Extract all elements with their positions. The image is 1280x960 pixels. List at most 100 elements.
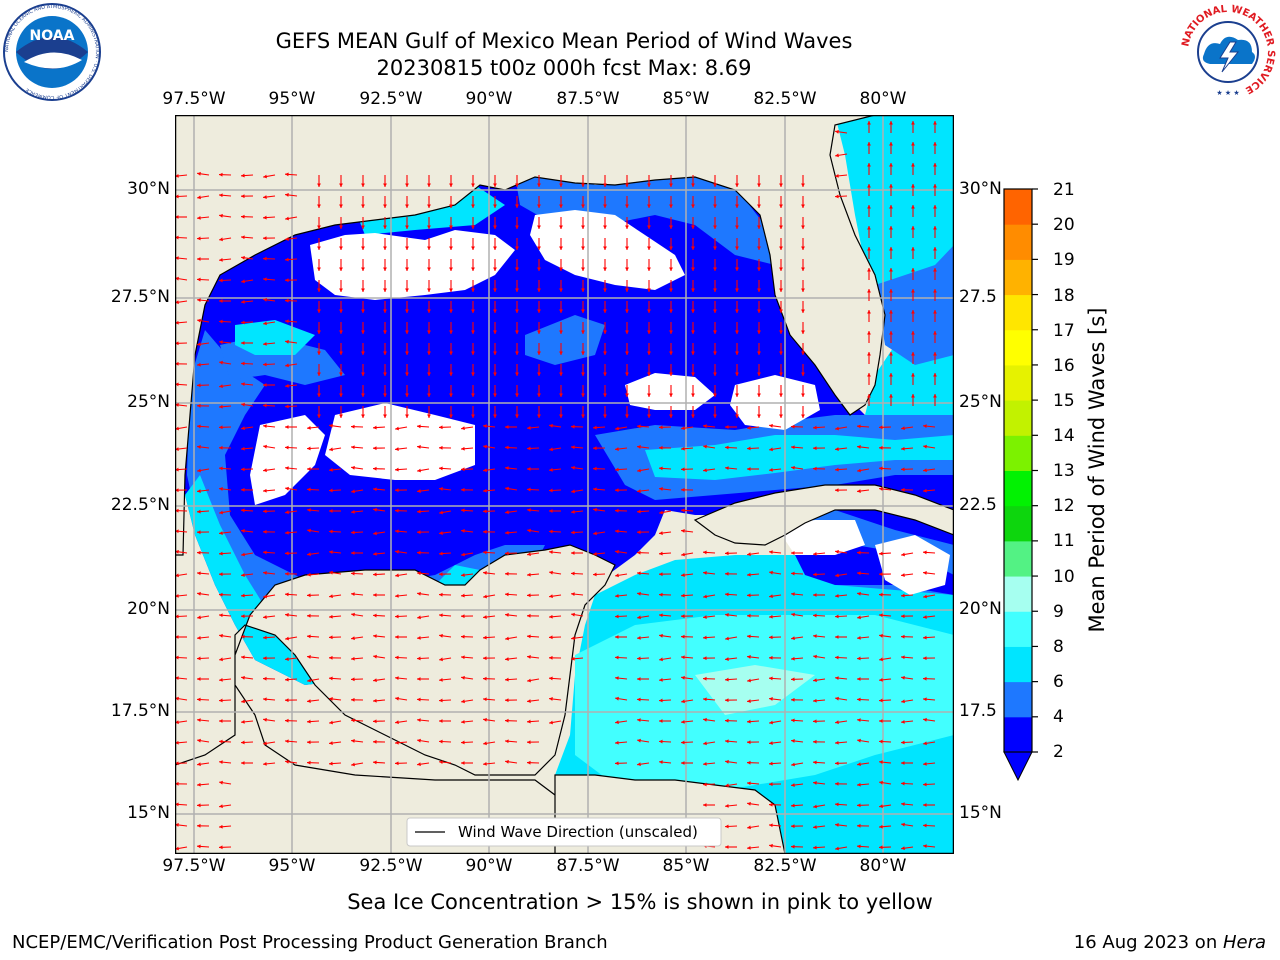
wind-wave-arrow-head [835, 593, 839, 598]
wind-wave-arrow-head [351, 697, 355, 702]
wind-wave-arrow-head [361, 288, 365, 292]
wind-wave-arrow-head [505, 571, 509, 576]
wind-wave-arrow-head [175, 508, 179, 513]
wind-wave-arrow-head [493, 414, 497, 418]
wind-wave-arrow-head [691, 372, 695, 376]
wind-wave-arrow-head [889, 205, 893, 209]
wind-wave-arrow-head [395, 635, 399, 639]
wind-wave-arrow-head [681, 552, 685, 557]
wind-wave-arrow-head [669, 393, 673, 397]
wind-wave-arrow-head [779, 204, 783, 208]
colorbar-tick-label: 12 [1053, 496, 1075, 516]
wind-wave-arrow-head [559, 183, 563, 187]
colorbar-tick-label: 16 [1053, 356, 1075, 376]
wind-wave-arrow-head [263, 383, 267, 387]
cuba [693, 484, 954, 546]
wind-wave-arrow-head [735, 414, 739, 418]
wind-wave-arrow-head [901, 655, 905, 660]
wind-wave-arrow-head [505, 739, 509, 744]
wind-wave-arrow-head [263, 277, 267, 282]
wind-wave-arrow-head [317, 393, 321, 397]
wind-wave-arrow-head [439, 719, 443, 723]
wind-wave-arrow-head [669, 267, 673, 271]
wind-wave-arrow-head [471, 372, 475, 376]
wind-wave-arrow-head [647, 330, 651, 334]
wind-wave-arrow-head [405, 309, 409, 313]
wind-wave-arrow-head [263, 341, 267, 346]
wind-wave-arrow-head [175, 740, 179, 745]
wind-wave-arrow-head [197, 571, 201, 576]
wind-wave-arrow-head [637, 635, 641, 640]
wind-wave-arrow-head [417, 762, 421, 767]
wind-wave-arrow-head [515, 393, 519, 397]
wind-wave-arrow-head [801, 372, 805, 376]
wind-wave-arrow-head [779, 288, 783, 292]
wind-wave-arrow-head [615, 426, 619, 431]
wind-wave-arrow-head [549, 676, 553, 681]
wind-wave-arrow-head [241, 740, 245, 745]
wind-wave-arrow-head [923, 803, 927, 807]
wind-wave-arrow-head [713, 225, 717, 229]
wind-wave-arrow-head [263, 615, 267, 619]
wind-wave-arrow-head [691, 246, 695, 250]
wind-wave-arrow-head [857, 489, 861, 493]
wind-wave-arrow-head [669, 183, 673, 187]
wind-wave-arrow-head [361, 393, 365, 397]
wind-wave-arrow-head [615, 614, 619, 619]
wind-wave-arrow-head [373, 487, 377, 492]
wind-wave-arrow-head [285, 551, 289, 556]
wind-wave-arrow-head [747, 655, 751, 659]
wind-wave-arrow-head [241, 761, 245, 765]
wind-wave-arrow-head [505, 466, 509, 471]
wind-wave-arrow-head [241, 446, 245, 451]
wind-wave-arrow-head [769, 550, 773, 555]
wind-wave-arrow-head [725, 592, 729, 597]
wind-wave-arrow-head [867, 331, 871, 335]
wind-wave-arrow-head [559, 393, 563, 397]
wind-wave-arrow-head [659, 572, 663, 577]
wind-wave-arrow-head [757, 414, 761, 418]
wind-wave-arrow-head [559, 288, 563, 292]
wind-wave-arrow-head [351, 762, 355, 767]
wind-wave-arrow-head [933, 331, 937, 335]
wind-wave-arrow-head [351, 739, 355, 743]
wind-wave-arrow-head [603, 393, 607, 397]
lon-label-bottom: 92.5°W [359, 856, 423, 876]
wind-wave-arrow-head [241, 341, 245, 345]
wind-wave-arrow-head [439, 613, 443, 618]
wind-wave-arrow-head [439, 592, 443, 597]
colorbar-band [1004, 540, 1032, 577]
wind-wave-arrow-head [669, 330, 673, 334]
wind-wave-arrow-head [241, 426, 245, 431]
wind-wave-arrow-head [383, 351, 387, 355]
wind-wave-arrow-head [791, 636, 795, 641]
wind-wave-arrow-head [317, 204, 321, 208]
wind-wave-arrow-head [527, 572, 531, 577]
wind-wave-arrow-head [735, 204, 739, 208]
wind-wave-arrow-head [791, 762, 795, 767]
wind-wave-arrow-head [593, 551, 597, 556]
wind-wave-arrow-head [625, 372, 629, 376]
wind-wave-arrow-head [901, 699, 905, 704]
wind-wave-arrow-head [625, 183, 629, 187]
lon-label-bottom: 95°W [268, 856, 316, 876]
wind-wave-arrow-head [681, 508, 685, 513]
wind-wave-arrow-head [933, 394, 937, 398]
wind-wave-arrow-head [219, 193, 223, 198]
wind-wave-arrow-head [427, 267, 431, 271]
wind-wave-arrow-head [813, 760, 817, 765]
wind-wave-arrow-head [395, 593, 399, 598]
wind-wave-arrow-head [571, 656, 575, 661]
wind-wave-arrow-head [405, 414, 409, 418]
wind-wave-arrow-head [835, 696, 839, 701]
wind-wave-arrow-head [933, 184, 937, 188]
wind-wave-arrow-head [417, 445, 421, 449]
wind-wave-arrow-head [571, 489, 575, 494]
wind-wave-arrow-head [351, 571, 355, 576]
wind-wave-arrow-head [791, 424, 795, 429]
wind-wave-arrow-head [461, 655, 465, 660]
wind-wave-arrow-head [339, 309, 343, 313]
colorbar-band [1004, 716, 1032, 753]
wind-wave-arrow-head [285, 339, 289, 344]
wind-wave-arrow-head [857, 591, 861, 596]
